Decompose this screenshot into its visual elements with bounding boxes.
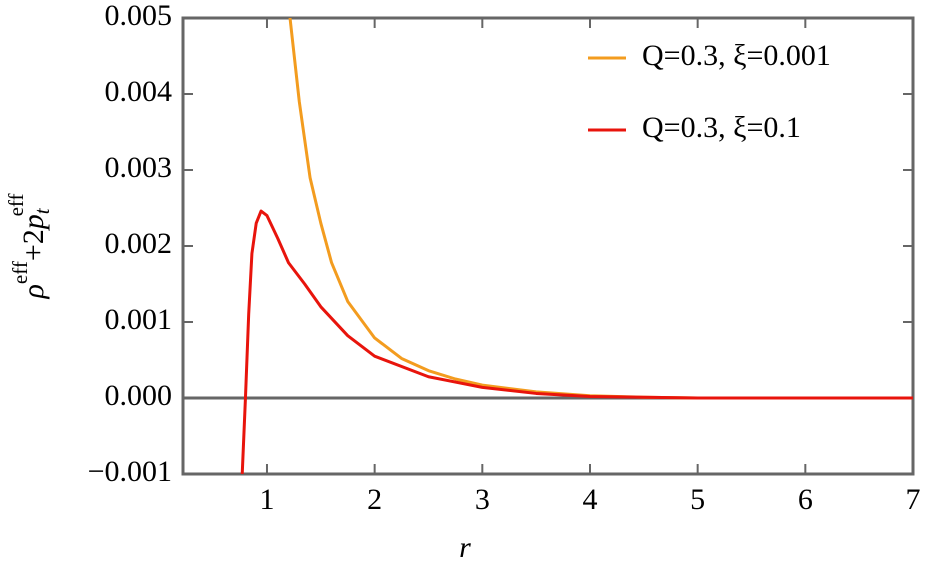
y-tick-label: 0.001 — [105, 303, 173, 336]
y-label-part: eff — [4, 193, 28, 216]
y-tick-label: 0.005 — [105, 0, 173, 32]
x-tick-label: 2 — [367, 483, 382, 516]
y-label-part: p — [17, 214, 50, 231]
x-tick-label: 5 — [690, 483, 705, 516]
y-label-part: ρ — [17, 284, 50, 299]
y-tick-label: −0.001 — [88, 455, 172, 488]
y-tick-label: 0.002 — [105, 227, 173, 260]
y-label-part: t — [30, 207, 54, 214]
y-tick-label: 0.000 — [105, 379, 173, 412]
x-tick-label: 4 — [582, 483, 597, 516]
y-label-part: +2 — [17, 229, 50, 261]
plot-frame — [181, 16, 915, 476]
series-line — [288, 18, 913, 400]
legend-label: Q=0.3, ξ=0.001 — [642, 39, 831, 72]
x-tick-label: 3 — [475, 483, 490, 516]
x-tick-label: 6 — [798, 483, 813, 516]
series-line — [240, 209, 913, 474]
x-tick-label: 1 — [259, 483, 274, 516]
plot-area — [240, 18, 913, 474]
x-tick-label: 7 — [906, 483, 921, 516]
y-label-part: eff — [8, 261, 32, 284]
y-tick-label: 0.003 — [105, 151, 173, 184]
y-tick-label: 0.004 — [105, 75, 173, 108]
y-axis-label: ρeff+2pteff — [4, 193, 54, 299]
legend-label: Q=0.3, ξ=0.1 — [642, 111, 801, 144]
x-axis-label: r — [459, 531, 471, 564]
